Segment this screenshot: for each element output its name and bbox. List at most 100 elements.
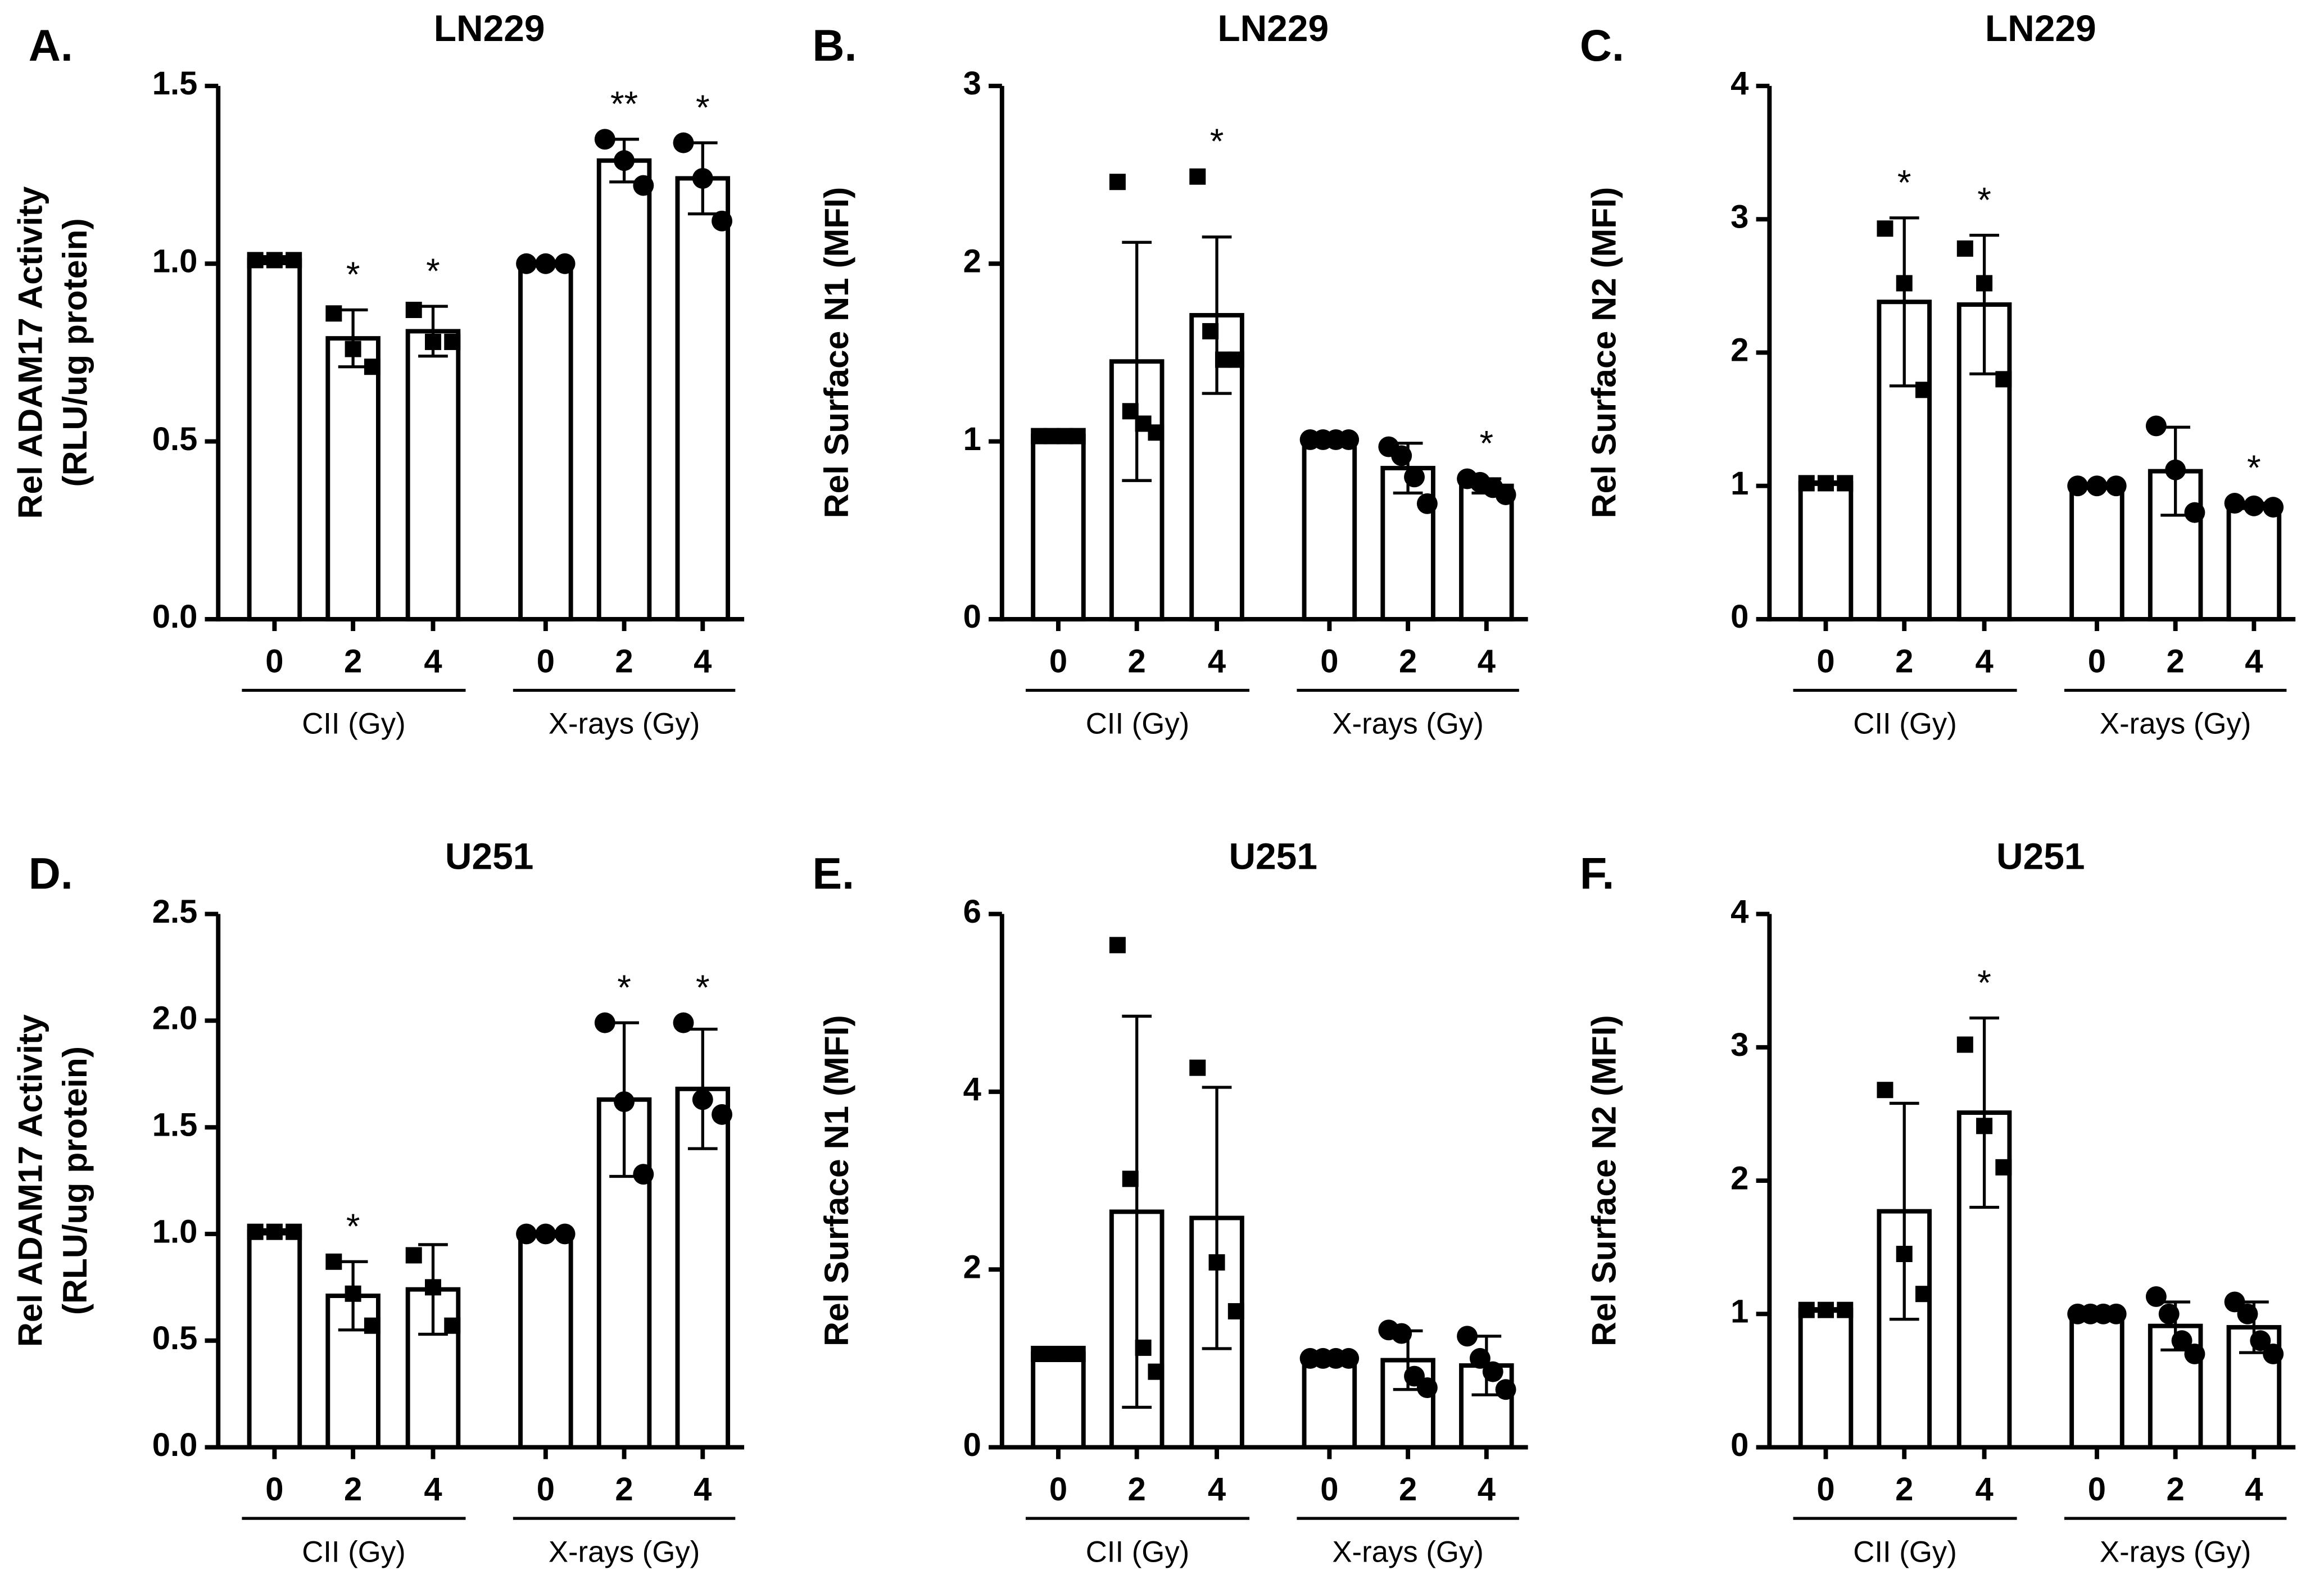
x-tick-label: 0 <box>537 643 555 679</box>
y-tick-label: 3 <box>1730 199 1748 235</box>
y-tick-label: 0 <box>1730 599 1748 635</box>
y-tick-label: 0.5 <box>152 421 198 457</box>
data-point <box>1148 1363 1165 1380</box>
data-point <box>2243 495 2264 516</box>
y-tick-label: 4 <box>963 1072 981 1108</box>
y-tick-label: 2 <box>963 244 981 280</box>
x-tick-label: 4 <box>2245 643 2263 679</box>
data-point <box>2237 1303 2258 1324</box>
significance-label: * <box>426 252 440 291</box>
y-tick-label: 2 <box>1730 333 1748 369</box>
data-point <box>247 1223 264 1240</box>
x-tick-label: 0 <box>537 1472 555 1508</box>
significance-label: * <box>696 968 710 1008</box>
data-point <box>424 1279 441 1296</box>
bar <box>325 336 380 621</box>
x-tick-label: 0 <box>1320 643 1338 679</box>
bar <box>1798 480 1854 621</box>
data-point <box>2263 497 2284 518</box>
chart-title: U251 <box>445 835 534 877</box>
data-point <box>633 175 654 196</box>
x-tick-label: 4 <box>1208 643 1226 679</box>
x-tick-label: 4 <box>424 643 442 679</box>
data-point <box>1189 168 1206 185</box>
data-point <box>2105 475 2127 497</box>
x-tick-label: 0 <box>265 1472 283 1508</box>
panel-label: F. <box>1580 849 1615 899</box>
data-point <box>1495 1379 1516 1400</box>
error-bar <box>1889 1101 1919 1321</box>
data-point <box>1404 466 1425 488</box>
data-point <box>554 253 576 274</box>
data-point <box>1416 1377 1438 1399</box>
data-point <box>1837 475 1854 492</box>
group-label: X-rays (Gy) <box>549 707 700 741</box>
data-point <box>2145 1286 2167 1307</box>
bar <box>675 176 731 621</box>
data-point <box>1495 484 1516 505</box>
x-tick-label: 4 <box>1975 643 1993 679</box>
x-tick-label: 0 <box>265 643 283 679</box>
data-point <box>1877 1082 1893 1099</box>
x-tick-label: 2 <box>1399 643 1417 679</box>
data-point <box>1069 428 1086 444</box>
data-point <box>325 1253 342 1270</box>
data-point <box>554 1223 576 1245</box>
data-point <box>405 301 422 318</box>
data-point <box>712 1104 733 1125</box>
y-tick-label: 0.0 <box>152 599 198 635</box>
bar <box>2226 503 2282 621</box>
y-axis-label: (RLU/ug protein) <box>56 1046 94 1315</box>
y-tick-label: 0 <box>963 599 981 635</box>
y-tick-label: 1 <box>963 421 981 457</box>
y-tick-label: 2.0 <box>152 1001 198 1037</box>
data-point <box>1122 1170 1139 1187</box>
data-point <box>1818 475 1834 492</box>
x-tick-label: 4 <box>694 643 712 679</box>
group-label: X-rays (Gy) <box>2100 1535 2251 1568</box>
x-tick-label: 2 <box>615 1472 633 1508</box>
data-point <box>1896 1246 1913 1263</box>
y-tick-label: 0 <box>1730 1427 1748 1463</box>
data-point <box>2105 1303 2127 1324</box>
x-tick-label: 2 <box>1399 1472 1417 1508</box>
group-label: CII (Gy) <box>1853 707 1957 741</box>
y-tick-label: 6 <box>963 894 981 930</box>
bar <box>1031 434 1086 621</box>
data-point <box>325 305 342 322</box>
x-tick-label: 4 <box>1975 1472 1993 1508</box>
data-point <box>1956 240 1973 257</box>
data-point <box>444 1317 461 1334</box>
data-point <box>1995 371 2012 388</box>
error-bar <box>338 308 368 369</box>
group-label: X-rays (Gy) <box>1332 1535 1483 1568</box>
x-tick-label: 4 <box>2245 1472 2263 1508</box>
y-tick-label: 1.5 <box>152 1107 198 1143</box>
data-point <box>1837 1301 1854 1318</box>
y-tick-label: 1.0 <box>152 244 198 280</box>
y-axis-label: Rel Surface N2 (MFI) <box>1584 187 1623 519</box>
x-tick-label: 0 <box>1049 643 1067 679</box>
y-tick-label: 1.0 <box>152 1214 198 1250</box>
data-point <box>266 252 283 269</box>
group-label: CII (Gy) <box>1853 1535 1957 1568</box>
data-point <box>444 333 461 350</box>
x-tick-label: 2 <box>1128 1472 1146 1508</box>
data-point <box>286 252 302 269</box>
data-point <box>1469 1347 1491 1369</box>
panel-label: E. <box>812 849 854 899</box>
data-point <box>633 1164 654 1185</box>
data-point <box>2067 475 2089 497</box>
bar <box>1302 437 1357 621</box>
data-point <box>2171 1330 2192 1351</box>
data-point <box>1915 382 1932 398</box>
data-point <box>1976 275 1993 292</box>
data-point <box>1896 275 1913 292</box>
data-point <box>1109 174 1126 190</box>
data-point <box>535 1223 556 1245</box>
error-bar <box>1969 1016 1999 1209</box>
data-point <box>2184 1344 2205 1364</box>
x-tick-label: 2 <box>344 1472 362 1508</box>
data-point <box>1109 937 1126 954</box>
